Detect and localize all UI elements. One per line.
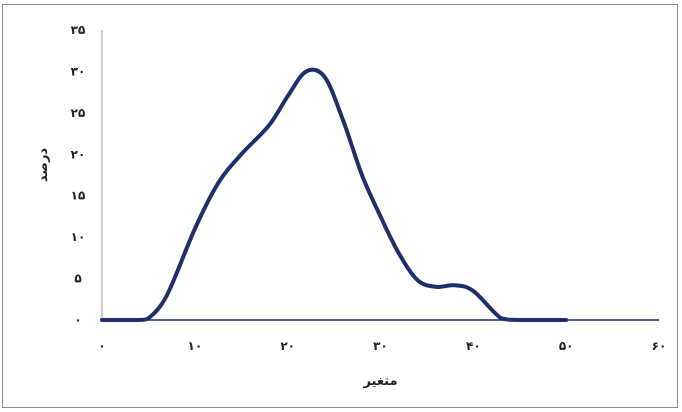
y-tick-label: ۲۰ [71, 147, 86, 161]
y-tick-label: ۳۵ [71, 23, 86, 37]
y-tick-label: ۵ [74, 272, 81, 286]
x-tick-label: ۶۰ [652, 339, 667, 353]
x-tick-label: ۵۰ [559, 339, 574, 353]
y-tick-label: ۱۰ [71, 230, 86, 244]
x-tick-label: ۳۰ [373, 339, 388, 353]
y-axis-title: درصد [36, 148, 51, 183]
x-tick-label: ۴۰ [466, 339, 481, 353]
y-tick-label: ۱۵ [71, 189, 86, 203]
y-tick-label: ۰ [74, 313, 81, 327]
y-tick-label: ۲۵ [71, 106, 86, 120]
series-line [100, 67, 569, 323]
x-tick-label: ۲۰ [280, 339, 295, 353]
x-axis-ticks: ۰ ۱۰ ۲۰ ۳۰ ۴۰ ۵۰ ۶۰ [98, 339, 666, 353]
x-tick-label: ۰ [98, 339, 105, 353]
x-tick-label: ۱۰ [188, 339, 203, 353]
y-axis-ticks: ۰ ۵ ۱۰ ۱۵ ۲۰ ۲۵ ۳۰ ۳۵ [71, 23, 86, 327]
x-axis-title: متغیر [362, 374, 397, 389]
y-tick-label: ۳۰ [71, 64, 86, 78]
chart-frame [2, 4, 678, 408]
